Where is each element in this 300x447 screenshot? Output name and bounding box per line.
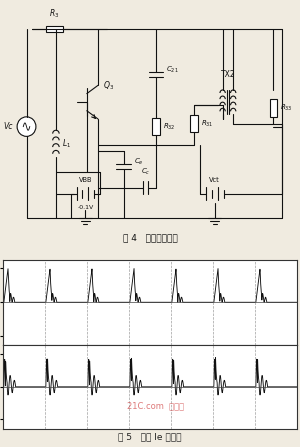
Text: $R_{31}$: $R_{31}$ <box>201 118 214 129</box>
Text: Vc: Vc <box>4 122 13 131</box>
Bar <box>46 25 62 32</box>
Text: $C_{21}$: $C_{21}$ <box>166 65 179 75</box>
Text: $R_{33}$: $R_{33}$ <box>280 103 293 114</box>
Text: $C_e$: $C_e$ <box>134 156 143 167</box>
Text: VBB: VBB <box>79 177 92 183</box>
Text: TX2: TX2 <box>220 70 235 79</box>
Text: 图 5   电流 Ie 波形图: 图 5 电流 Ie 波形图 <box>118 433 182 442</box>
Text: 图 4   功率放大电路: 图 4 功率放大电路 <box>123 234 177 243</box>
Bar <box>270 99 277 118</box>
Text: Vct: Vct <box>209 177 220 183</box>
Text: -0.1V: -0.1V <box>77 205 93 211</box>
Text: $R_3$: $R_3$ <box>49 8 60 20</box>
Text: $L_1$: $L_1$ <box>62 138 71 150</box>
Text: 21C.com  电子网: 21C.com 电子网 <box>127 401 184 410</box>
Circle shape <box>17 117 36 136</box>
Bar <box>190 115 198 132</box>
Text: $Q_3$: $Q_3$ <box>103 79 114 92</box>
Text: $R_{32}$: $R_{32}$ <box>163 122 176 132</box>
Bar <box>152 118 160 135</box>
Text: $C_c$: $C_c$ <box>141 167 150 177</box>
